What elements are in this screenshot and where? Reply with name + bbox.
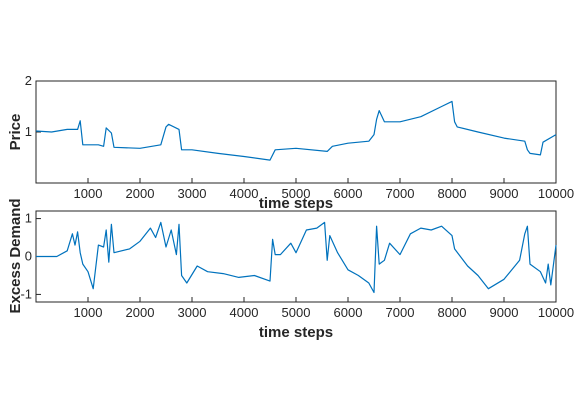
excess-demand-y-tick-label: 0 xyxy=(25,249,32,264)
price-y-tick-label: 2 xyxy=(25,73,32,88)
excess-demand-x-tick-label: 10000 xyxy=(538,305,574,320)
price-y-axis-label: Price xyxy=(7,114,24,151)
price-x-tick-label: 7000 xyxy=(386,186,415,201)
price-y-ticks: 12 xyxy=(25,73,41,139)
excess-demand-series-line xyxy=(36,221,557,294)
price-x-tick-label: 9000 xyxy=(490,186,519,201)
excess-demand-y-axis-label: Excess Demand xyxy=(7,198,24,313)
excess-demand-x-axis-label: time steps xyxy=(259,324,333,341)
excess-demand-axes-frame xyxy=(35,210,557,303)
excess-demand-x-tick-label: 2000 xyxy=(126,305,155,320)
excess-demand-x-tick-label: 1000 xyxy=(74,305,103,320)
price-x-ticks: 1000 2000 3000 4000 5000 6000 7000 8000 9000 1000… xyxy=(74,178,574,201)
price-x-tick-label: 6000 xyxy=(334,186,363,201)
excess-demand-x-tick-label: 7000 xyxy=(386,305,415,320)
excess-demand-x-tick-label: 9000 xyxy=(490,305,519,320)
price-x-tick-label: 2000 xyxy=(126,186,155,201)
excess-demand-x-ticks: 1000 2000 3000 4000 5000 6000 7000 8000 9000 1000… xyxy=(74,297,574,320)
excess-demand-y-tick-label: -1 xyxy=(20,286,32,301)
excess-demand-x-tick-label: 5000 xyxy=(282,305,311,320)
price-series-line xyxy=(35,100,557,161)
price-x-tick-label: 5000 xyxy=(282,186,311,201)
excess-demand-x-tick-label: 8000 xyxy=(438,305,467,320)
price-x-tick-label: 3000 xyxy=(178,186,207,201)
excess-demand-y-tick-label: 1 xyxy=(25,211,32,226)
price-x-tick-label: 1000 xyxy=(74,186,103,201)
price-panel: 1000 2000 3000 4000 5000 6000 7000 8000 9000 1000… xyxy=(7,73,574,212)
price-x-axis-label: time steps xyxy=(259,195,333,212)
excess-demand-panel: 1000 2000 3000 4000 5000 6000 7000 8000 9000 1000… xyxy=(7,198,574,341)
price-x-tick-label: 4000 xyxy=(230,186,259,201)
excess-demand-x-tick-label: 3000 xyxy=(178,305,207,320)
price-x-tick-label: 8000 xyxy=(438,186,467,201)
price-x-tick-label: 10000 xyxy=(538,186,574,201)
price-y-tick-label: 1 xyxy=(25,124,32,139)
excess-demand-x-tick-label: 6000 xyxy=(334,305,363,320)
excess-demand-x-tick-label: 4000 xyxy=(230,305,259,320)
